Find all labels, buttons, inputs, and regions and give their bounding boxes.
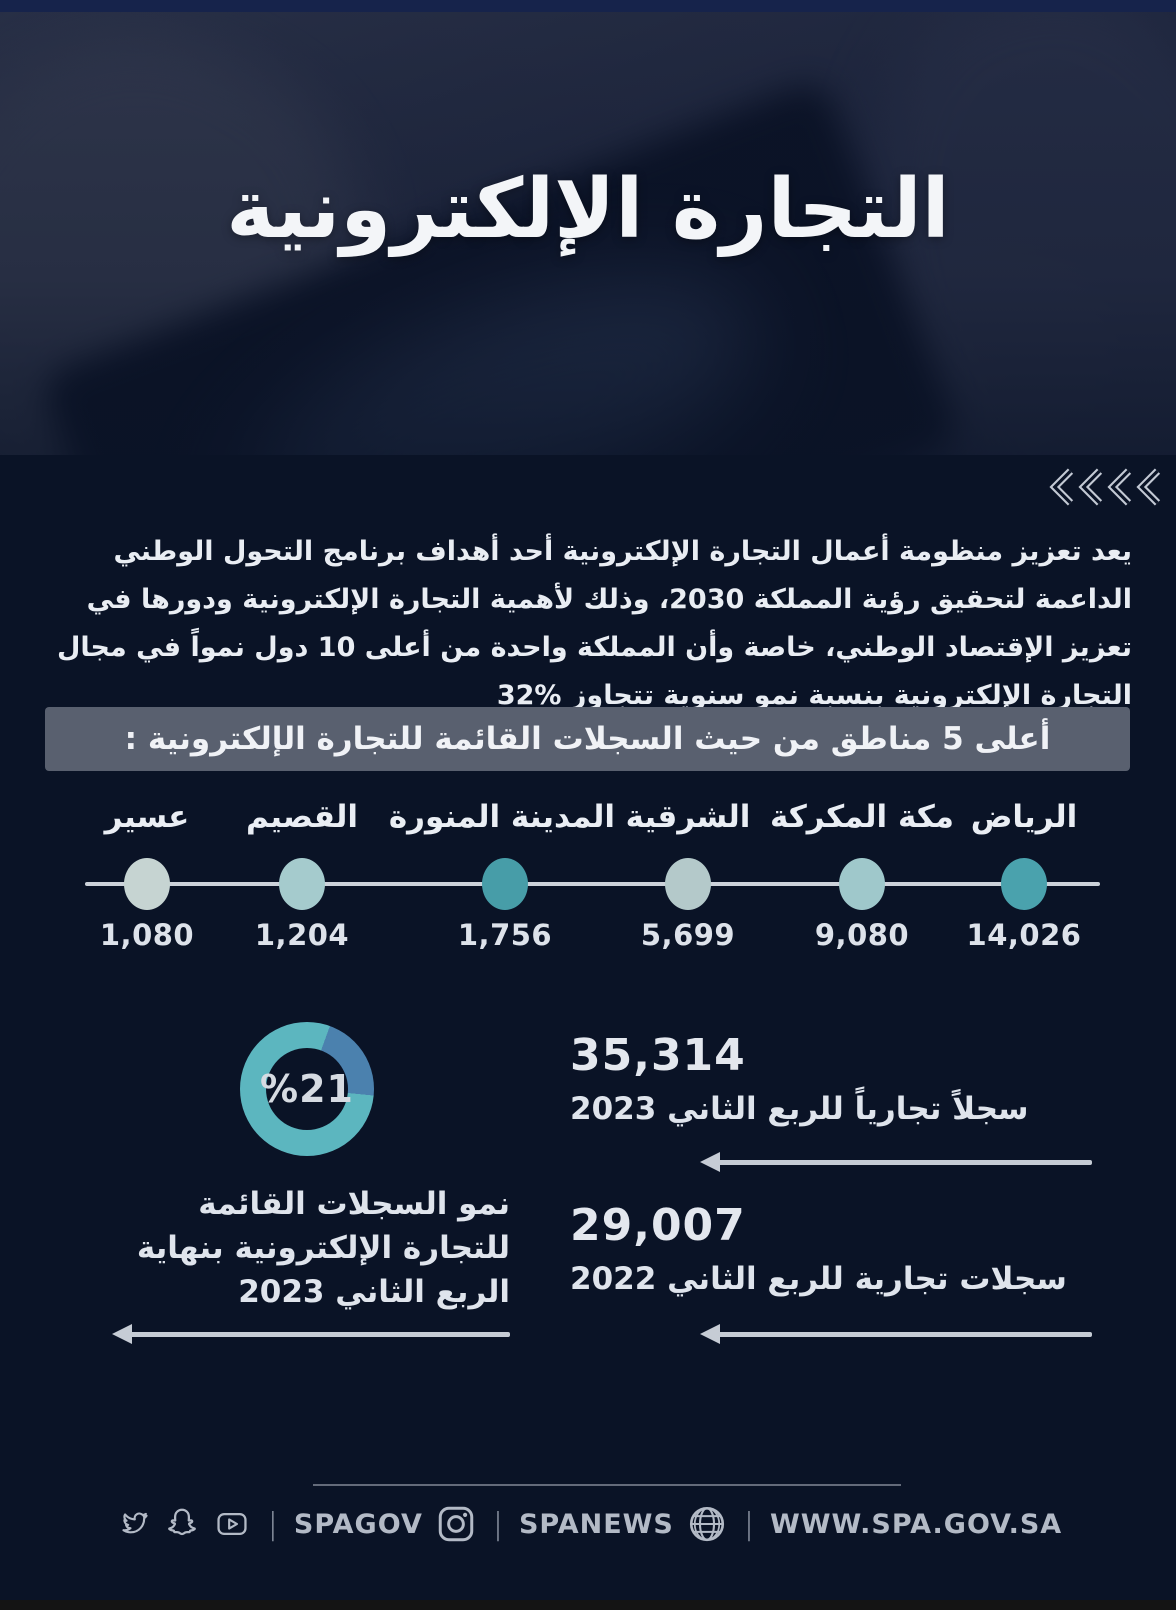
stat-value: 29,007 — [570, 1200, 746, 1251]
intro-paragraph: يعد تعزيز منظومة أعمال التجارة الإلكترون… — [56, 536, 1132, 711]
region-label: المدينة المنورة — [388, 799, 615, 835]
timeline-point-makkah: مكة المكركة 9,080 — [752, 792, 972, 952]
timeline-dot — [482, 858, 528, 910]
footer-separator: | — [267, 1506, 278, 1542]
hero-photo: التجارة الإلكترونية — [0, 12, 1176, 455]
region-value: 5,699 — [640, 918, 736, 952]
left-arrow — [700, 1152, 1092, 1172]
region-value: 14,026 — [966, 918, 1082, 952]
footer-separator: | — [492, 1506, 503, 1542]
region-label: مكة المكركة — [769, 799, 954, 835]
region-value: 1,756 — [457, 918, 553, 952]
footer-handle-spanews: SPANEWS — [518, 1508, 674, 1540]
stat-2023: 35,314 سجلاً تجارياً للربع الثاني 2023 — [570, 1030, 1090, 1127]
timeline-dot — [839, 858, 885, 910]
growth-caption: نمو السجلات القائمة للتجارة الإلكترونية … — [136, 1186, 510, 1310]
snapchat-icon — [167, 1508, 196, 1536]
timeline-dot — [1001, 858, 1047, 910]
stat-label: سجلات تجارية للربع الثاني 2022 — [570, 1261, 1067, 1297]
footer-handle-spagov: SPAGOV — [293, 1508, 423, 1540]
footer-divider — [313, 1484, 901, 1486]
chevron-left-icon — [1078, 468, 1103, 506]
section-banner: أعلى 5 مناطق من حيث السجلات القائمة للتج… — [45, 707, 1130, 771]
timeline-dot — [279, 858, 325, 910]
timeline-point-asir: عسير 1,080 — [37, 792, 257, 952]
footer-website: WWW.SPA.GOV.SA — [769, 1508, 1063, 1540]
growth-percent-label: %21 — [260, 1067, 354, 1111]
footer-separator: | — [743, 1506, 754, 1542]
page-title: التجارة الإلكترونية — [226, 162, 950, 257]
stat-label: سجلاً تجارياً للربع الثاني 2023 — [570, 1091, 1029, 1127]
left-arrow — [700, 1324, 1092, 1344]
chevrons-left — [1047, 468, 1162, 506]
chevron-left-icon — [1136, 468, 1161, 506]
instagram-icon — [438, 1506, 474, 1542]
region-label: الرياض — [970, 799, 1078, 835]
left-arrow — [112, 1324, 510, 1344]
timeline-dot — [665, 858, 711, 910]
region-value: 1,080 — [99, 918, 195, 952]
timeline-point-riyadh: الرياض 14,026 — [914, 792, 1134, 952]
bottom-bar — [0, 1600, 1176, 1610]
region-value: 1,204 — [254, 918, 350, 952]
timeline-point-qassim: القصيم 1,204 — [192, 792, 412, 952]
top-strip — [0, 0, 1176, 12]
timeline-dot — [124, 858, 170, 910]
stat-2022: 29,007 سجلات تجارية للربع الثاني 2022 — [570, 1200, 1090, 1297]
growth-donut-chart: %21 — [240, 1022, 374, 1156]
timeline-point-madinah: المدينة المنورة 1,756 — [388, 792, 615, 952]
region-value: 9,080 — [814, 918, 910, 952]
twitter-icon — [122, 1512, 148, 1534]
chevron-left-icon — [1049, 468, 1074, 506]
youtube-icon — [217, 1512, 247, 1536]
timeline-point-eastern: الشرقية 5,699 — [578, 792, 798, 952]
chevron-left-icon — [1107, 468, 1132, 506]
timeline-axis-line — [85, 882, 1100, 886]
region-label: القصيم — [245, 799, 359, 835]
stat-value: 35,314 — [570, 1030, 746, 1081]
globe-icon — [689, 1506, 724, 1542]
region-label: عسير — [104, 799, 190, 835]
footer: | SPAGOV | SPANEWS | WWW.SPA.GOV.SA — [0, 1498, 1176, 1550]
region-label: الشرقية — [625, 799, 751, 835]
